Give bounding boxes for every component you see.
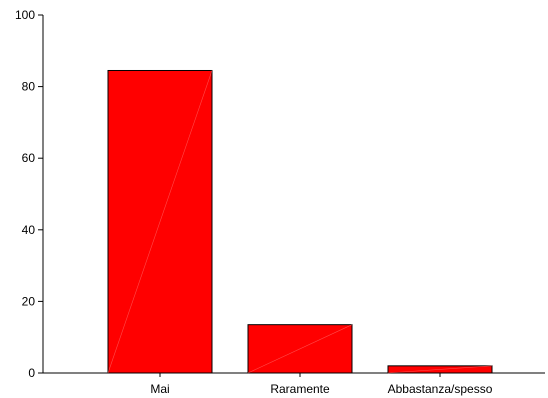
- y-axis-ticks: 0 20 40 60 80 100: [15, 8, 43, 380]
- bar-diagonal: [107, 70, 213, 374]
- y-tick-label: 0: [28, 366, 35, 380]
- bar-diagonal: [247, 324, 353, 374]
- bars: [107, 69, 493, 374]
- y-tick-label: 40: [22, 223, 36, 237]
- x-tick-label: Abbastanza/spesso: [388, 382, 493, 396]
- bar-diagonal: [387, 365, 493, 374]
- y-tick-label: 80: [22, 80, 36, 94]
- y-tick-label: 20: [22, 294, 36, 308]
- y-tick-label: 100: [15, 8, 35, 22]
- x-tick-label: Raramente: [270, 382, 330, 396]
- x-axis-labels: Mai Raramente Abbastanza/spesso: [150, 373, 493, 396]
- x-tick-label: Mai: [150, 382, 169, 396]
- y-tick-label: 60: [22, 151, 36, 165]
